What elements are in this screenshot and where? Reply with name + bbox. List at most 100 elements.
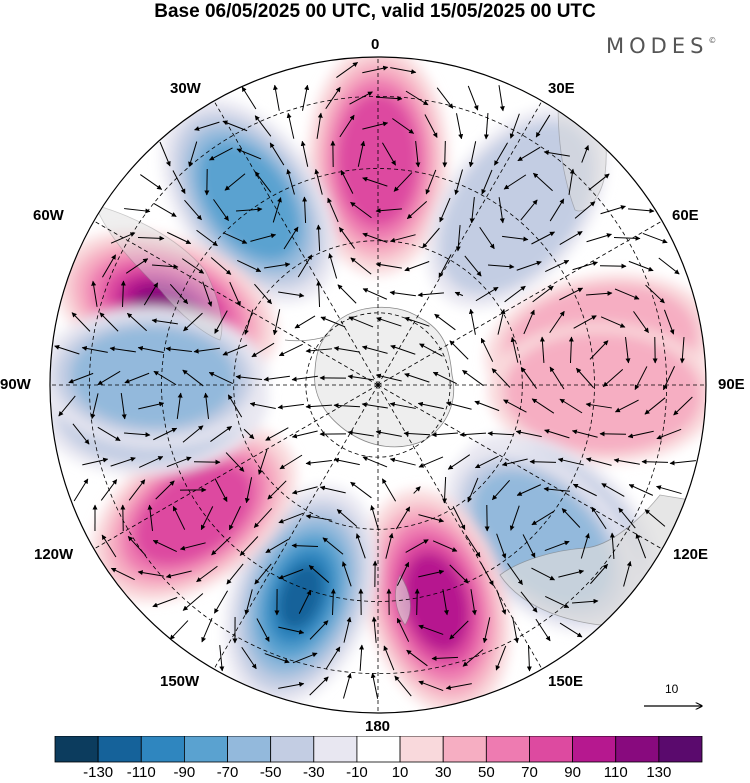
wind-vector xyxy=(109,346,136,353)
new-zealand-landmass xyxy=(395,574,411,626)
wind-vector xyxy=(393,172,413,192)
wind-vector xyxy=(264,653,290,664)
wind-vector xyxy=(600,205,626,215)
wind-vector xyxy=(302,196,308,224)
wind-vector xyxy=(110,232,136,244)
wind-vector xyxy=(286,112,295,139)
wind-vector xyxy=(172,170,186,194)
wind-vector xyxy=(253,508,273,528)
wind-vector xyxy=(341,561,352,587)
wind-vector xyxy=(140,174,163,190)
wind-vector xyxy=(509,113,520,139)
meridian-line xyxy=(93,384,379,550)
wind-vector xyxy=(618,507,636,529)
wind-vector xyxy=(549,198,565,222)
wind-vector xyxy=(424,114,438,138)
colorbar-tick-label: -90 xyxy=(173,764,196,781)
wind-vector xyxy=(456,113,464,140)
wind-vector xyxy=(531,510,555,526)
wind-vector xyxy=(305,348,332,354)
wind-vector xyxy=(327,197,339,223)
colorbar-tick-label: 30 xyxy=(434,764,452,781)
map-title: Base 06/05/2025 00 UTC, valid 15/05/2025… xyxy=(154,1,596,22)
wind-vector xyxy=(422,227,440,249)
wind-vector xyxy=(279,454,303,470)
wind-vector xyxy=(90,393,99,420)
wind-vector xyxy=(179,542,206,551)
wind-vector xyxy=(249,401,276,409)
wind-vector xyxy=(267,480,287,500)
lon-label-150e: 150E xyxy=(548,673,584,690)
wind-vector xyxy=(100,479,118,501)
wind-vector xyxy=(337,284,357,304)
wind-vector xyxy=(225,452,245,472)
wind-vector xyxy=(431,432,458,438)
wind-vector xyxy=(319,485,346,494)
wind-vector xyxy=(641,459,669,465)
wind-vector xyxy=(183,312,203,332)
wind-vector xyxy=(222,344,248,356)
wind-vector xyxy=(124,208,151,214)
wind-vector xyxy=(434,313,456,331)
wind-vector xyxy=(339,114,355,138)
wind-vector xyxy=(101,534,117,558)
wind-vector xyxy=(404,372,430,383)
wind-vector xyxy=(124,432,151,438)
wind-vector xyxy=(291,543,319,549)
wind-vector xyxy=(228,506,242,531)
wind-vector xyxy=(362,176,388,187)
wind-vector xyxy=(442,140,448,168)
wind-vector xyxy=(601,483,625,497)
wind-vector xyxy=(254,563,272,585)
wind-vector xyxy=(244,589,253,616)
wind-vector xyxy=(531,398,555,414)
wind-vector xyxy=(498,197,505,224)
colorbar-bin xyxy=(442,736,487,763)
wind-vector xyxy=(561,508,581,528)
wind-vector xyxy=(385,532,394,559)
wind-vector xyxy=(202,281,213,307)
wind-vector xyxy=(138,456,164,468)
wind-vector xyxy=(557,457,584,466)
wind-vector xyxy=(543,486,570,492)
wind-vector xyxy=(362,65,389,74)
wind-vector xyxy=(417,401,444,410)
colorbar-tick-label: -30 xyxy=(302,764,325,781)
wind-vector xyxy=(447,454,471,470)
wind-vector xyxy=(559,287,584,301)
wind-vector xyxy=(510,336,519,363)
wind-vector xyxy=(219,645,225,672)
colorbar-bin xyxy=(356,736,401,763)
wind-vector xyxy=(439,197,451,223)
wind-vector xyxy=(137,570,164,577)
wind-vector xyxy=(599,263,627,269)
wind-vector xyxy=(571,429,598,438)
wind-vectors xyxy=(54,62,696,699)
wind-vector xyxy=(418,456,444,468)
wind-vector xyxy=(320,316,346,328)
wind-vector xyxy=(394,675,412,697)
anomaly-contour xyxy=(134,463,254,565)
wind-vector xyxy=(628,208,655,214)
wind-vector xyxy=(272,309,281,336)
wind-vector xyxy=(559,622,583,638)
wind-vector xyxy=(449,620,469,640)
wind-vector xyxy=(188,141,198,167)
wind-vector xyxy=(529,459,557,465)
wind-vector xyxy=(431,655,459,661)
wind-vector xyxy=(343,616,352,643)
wind-vector xyxy=(419,343,443,357)
wind-vector xyxy=(585,402,612,409)
wind-vector xyxy=(325,86,341,110)
wind-vector xyxy=(520,591,538,613)
colorbar-tick-label: -110 xyxy=(126,764,156,781)
wind-vector xyxy=(454,291,464,297)
wind-vector xyxy=(224,173,246,191)
lon-label-30w: 30W xyxy=(170,80,201,97)
wind-vector xyxy=(165,570,192,579)
wind-vector xyxy=(244,477,253,504)
colorbar-bin xyxy=(615,736,660,763)
south-america-landmass xyxy=(94,204,223,341)
wind-vector xyxy=(305,514,332,521)
wind-vector xyxy=(628,260,654,272)
